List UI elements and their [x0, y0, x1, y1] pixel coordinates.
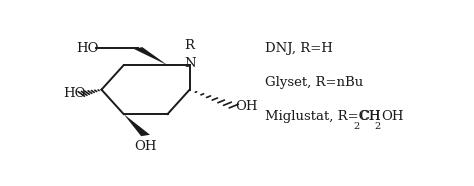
Text: CH: CH [360, 110, 382, 123]
Text: 2: 2 [374, 122, 381, 131]
Text: HO: HO [76, 42, 98, 55]
Text: Miglustat, R=CH: Miglustat, R=CH [265, 110, 380, 123]
Text: N: N [184, 57, 195, 70]
Text: DNJ, R=H: DNJ, R=H [265, 42, 333, 55]
Polygon shape [134, 47, 168, 65]
Text: R: R [185, 39, 195, 52]
Text: 2: 2 [353, 122, 359, 131]
Text: OH: OH [381, 110, 403, 123]
Polygon shape [124, 114, 150, 136]
Text: OH: OH [134, 140, 157, 153]
Text: Glyset, R=nBu: Glyset, R=nBu [265, 76, 363, 89]
Text: OH: OH [236, 100, 258, 113]
Text: HO: HO [63, 87, 85, 100]
